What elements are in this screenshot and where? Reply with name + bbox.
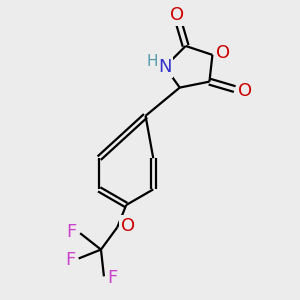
Text: O: O (170, 6, 184, 24)
Text: N: N (158, 58, 172, 76)
Text: F: F (65, 251, 76, 269)
Text: O: O (238, 82, 252, 100)
Text: O: O (121, 217, 135, 235)
Text: O: O (216, 44, 230, 62)
Text: F: F (67, 223, 77, 241)
Text: H: H (147, 54, 158, 69)
Text: F: F (107, 269, 117, 287)
